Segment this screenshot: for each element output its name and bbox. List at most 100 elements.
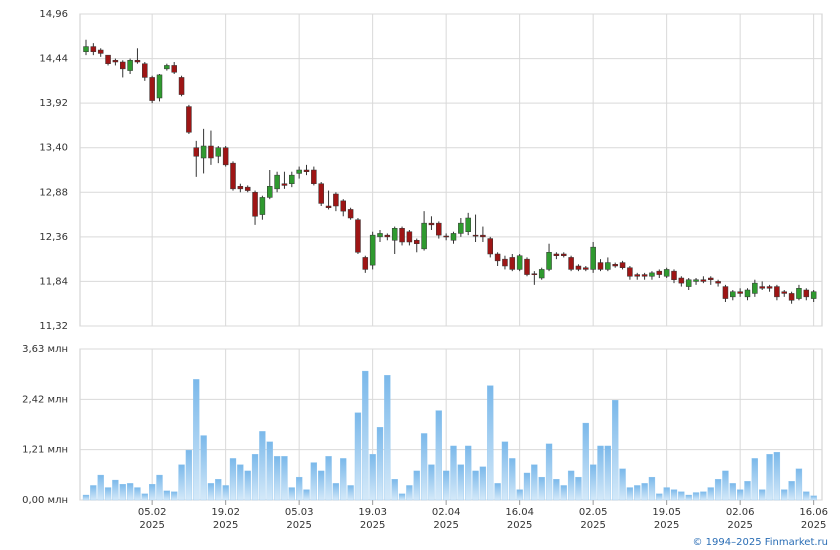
candle-body [83,46,89,52]
candle-body [164,65,170,70]
candle-body [744,289,751,298]
candle-body [715,281,721,284]
candle-body [700,279,707,282]
volume-bar [795,468,803,501]
candle-body [230,162,236,190]
candle-body [774,286,780,298]
candle-body [546,252,552,270]
volume-bar [318,470,325,501]
y2-tick-label: 3,63 млн [22,344,68,355]
candle-body [465,217,471,232]
footer-link[interactable]: © 1994–2025 Finmarket.ru [692,537,828,548]
volume-bar [332,483,340,501]
volume-bar [722,470,729,501]
candle-body [678,277,685,284]
volume-bar [119,484,126,501]
candle-body [737,291,743,294]
volume-bar [185,449,193,501]
candle-body [612,264,618,267]
volume-bar [553,479,560,501]
x-tick-label: 16.04 [505,507,534,518]
x-tick-label: 05.02 [138,507,167,518]
candle-body [531,273,538,275]
candle-body [237,186,244,190]
volume-bar [384,375,391,501]
volume-bar [325,456,332,501]
volume-bar [391,479,398,501]
candle-body [303,169,310,172]
candle-body [186,106,192,133]
candle-body [97,49,104,54]
candle-body [384,234,391,238]
candle-body [244,186,251,191]
candle-body [318,183,324,204]
candle-body [436,222,442,236]
candle-body [149,77,155,101]
candle-body [509,257,516,270]
candle-body [289,174,295,184]
volume-bar [501,441,509,501]
volume-bar [788,481,795,501]
volume-bar [781,489,788,501]
x-tick-label: 19.05 [652,507,681,518]
candle-body [90,46,97,52]
volume-bar [362,370,369,501]
candle-body [200,145,207,159]
x-tick-year: 2025 [727,520,752,531]
volume-bar [340,458,347,501]
volume-bar [509,458,516,501]
candle-body [399,228,405,243]
volume-bar [626,487,634,501]
candle-body [663,269,670,277]
candle-body [524,258,530,275]
candle-body [708,277,714,280]
candle-body [325,205,332,208]
volume-bar [104,487,112,501]
candle-body [193,147,199,157]
volume-bar [134,487,141,501]
volume-bar [420,433,428,501]
volume-bar [193,379,200,501]
candle-body [656,270,663,275]
volume-bar [634,485,641,501]
candle-body [281,183,288,186]
volume-bar [178,464,185,501]
volume-bar [582,422,589,501]
volume-bar [641,483,648,501]
y-tick-label: 13,40 [39,143,68,154]
candle-body [355,219,361,253]
volume-bar [413,470,420,501]
volume-bar [310,462,318,501]
volume-bar [273,456,281,501]
volume-bar [619,468,626,501]
volume-bar [237,464,244,501]
y-tick-label: 12,36 [39,232,68,243]
volume-bar [442,470,450,501]
volume-bar [222,485,229,501]
candle-body [722,286,729,299]
volume-bar [523,472,531,501]
volume-bar [207,483,215,501]
volume-bar [538,476,545,501]
candle-body [333,193,339,207]
volume-bar [759,489,766,501]
candle-body [421,222,427,250]
y-tick-label: 12,88 [39,187,68,198]
volume-bar [744,481,751,501]
volume-bar [604,445,611,501]
volume-bar [354,412,362,501]
x-tick-year: 2025 [286,520,311,531]
candle-body [641,274,648,277]
candle-body [142,63,148,78]
y2-tick-label: 2,42 млн [22,394,68,405]
candle-body [627,267,633,277]
candle-body [362,257,369,270]
candle-body [494,253,501,262]
x-tick-year: 2025 [433,520,458,531]
volume-bar [376,427,384,501]
candle-body [803,289,810,298]
candle-body [259,197,266,215]
x-tick-label: 05.03 [285,507,314,518]
volume-bar [803,491,810,501]
candle-body [112,60,119,63]
